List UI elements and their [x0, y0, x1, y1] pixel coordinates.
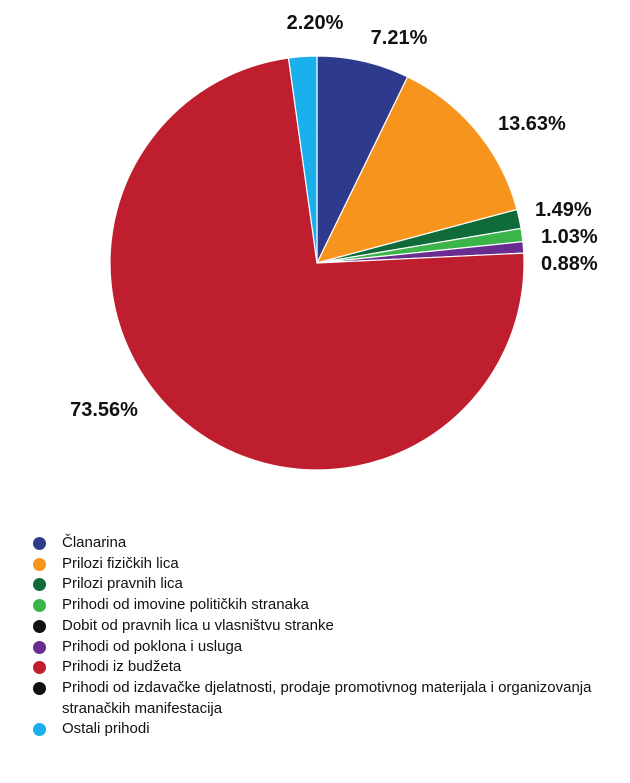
data-label-9: 2.20%	[287, 12, 344, 34]
pie-slices	[109, 55, 525, 471]
legend-item: Prihodi od izdavačke djelatnosti, prodaj…	[32, 678, 612, 719]
legend-label: Prihodi od izdavačke djelatnosti, prodaj…	[62, 678, 592, 717]
legend-swatch	[33, 661, 46, 675]
legend-swatch	[33, 640, 46, 654]
legend-item: Prilozi fizičkih lica	[32, 554, 612, 575]
pie-slice-2	[315, 76, 518, 264]
legend-item: Dobit od pravnih lica u vlasništvu stran…	[32, 616, 612, 637]
data-label-6: 0.88%	[541, 253, 598, 275]
data-label-3: 1.49%	[535, 199, 592, 221]
legend-item: Prihodi od imovine političkih stranaka	[32, 595, 612, 616]
legend-item: Ostali prihodi	[32, 719, 612, 740]
legend-item: Prihodi od poklona i usluga	[32, 637, 612, 658]
legend-swatch	[33, 599, 46, 613]
pie-value-labels: 7.21% 13.63% 1.49% 1.03% 0.88% 73.56% 2.20%	[70, 12, 598, 421]
legend-swatch	[33, 537, 46, 550]
data-label-4: 1.03%	[541, 226, 598, 248]
legend-swatch	[33, 557, 46, 571]
legend-item: Prihodi iz budžeta	[32, 657, 612, 678]
legend-item: Članarina	[32, 533, 612, 554]
legend-swatch	[33, 723, 46, 737]
data-label-1: 7.21%	[371, 27, 428, 49]
chart-legend: Članarina Prilozi fizičkih lica Prilozi pr…	[32, 533, 612, 740]
data-label-7: 73.56%	[70, 399, 138, 421]
legend-label: Prihodi od imovine političkih stranaka	[62, 596, 309, 614]
data-label-2: 13.63%	[498, 113, 566, 135]
legend-label: Prilozi fizičkih lica	[62, 554, 179, 572]
legend-label: Ostali prihodi	[62, 720, 150, 738]
legend-swatch	[33, 619, 46, 633]
legend-item: Prilozi pravnih lica	[32, 574, 612, 595]
legend-swatch	[33, 681, 46, 695]
pie-slice-9	[287, 55, 318, 264]
pie-slice-7	[109, 57, 525, 471]
legend-label: Dobit od pravnih lica u vlasništvu stran…	[62, 616, 334, 634]
legend-swatch	[33, 578, 46, 592]
pie-chart: 7.21% 13.63% 1.49% 1.03% 0.88% 73.56% 2.20%	[70, 12, 598, 471]
legend-label: Članarina	[62, 534, 127, 551]
legend-label: Prihodi iz budžeta	[62, 658, 182, 676]
legend-label: Prilozi pravnih lica	[62, 575, 183, 593]
legend-label: Prihodi od poklona i usluga	[62, 637, 243, 655]
